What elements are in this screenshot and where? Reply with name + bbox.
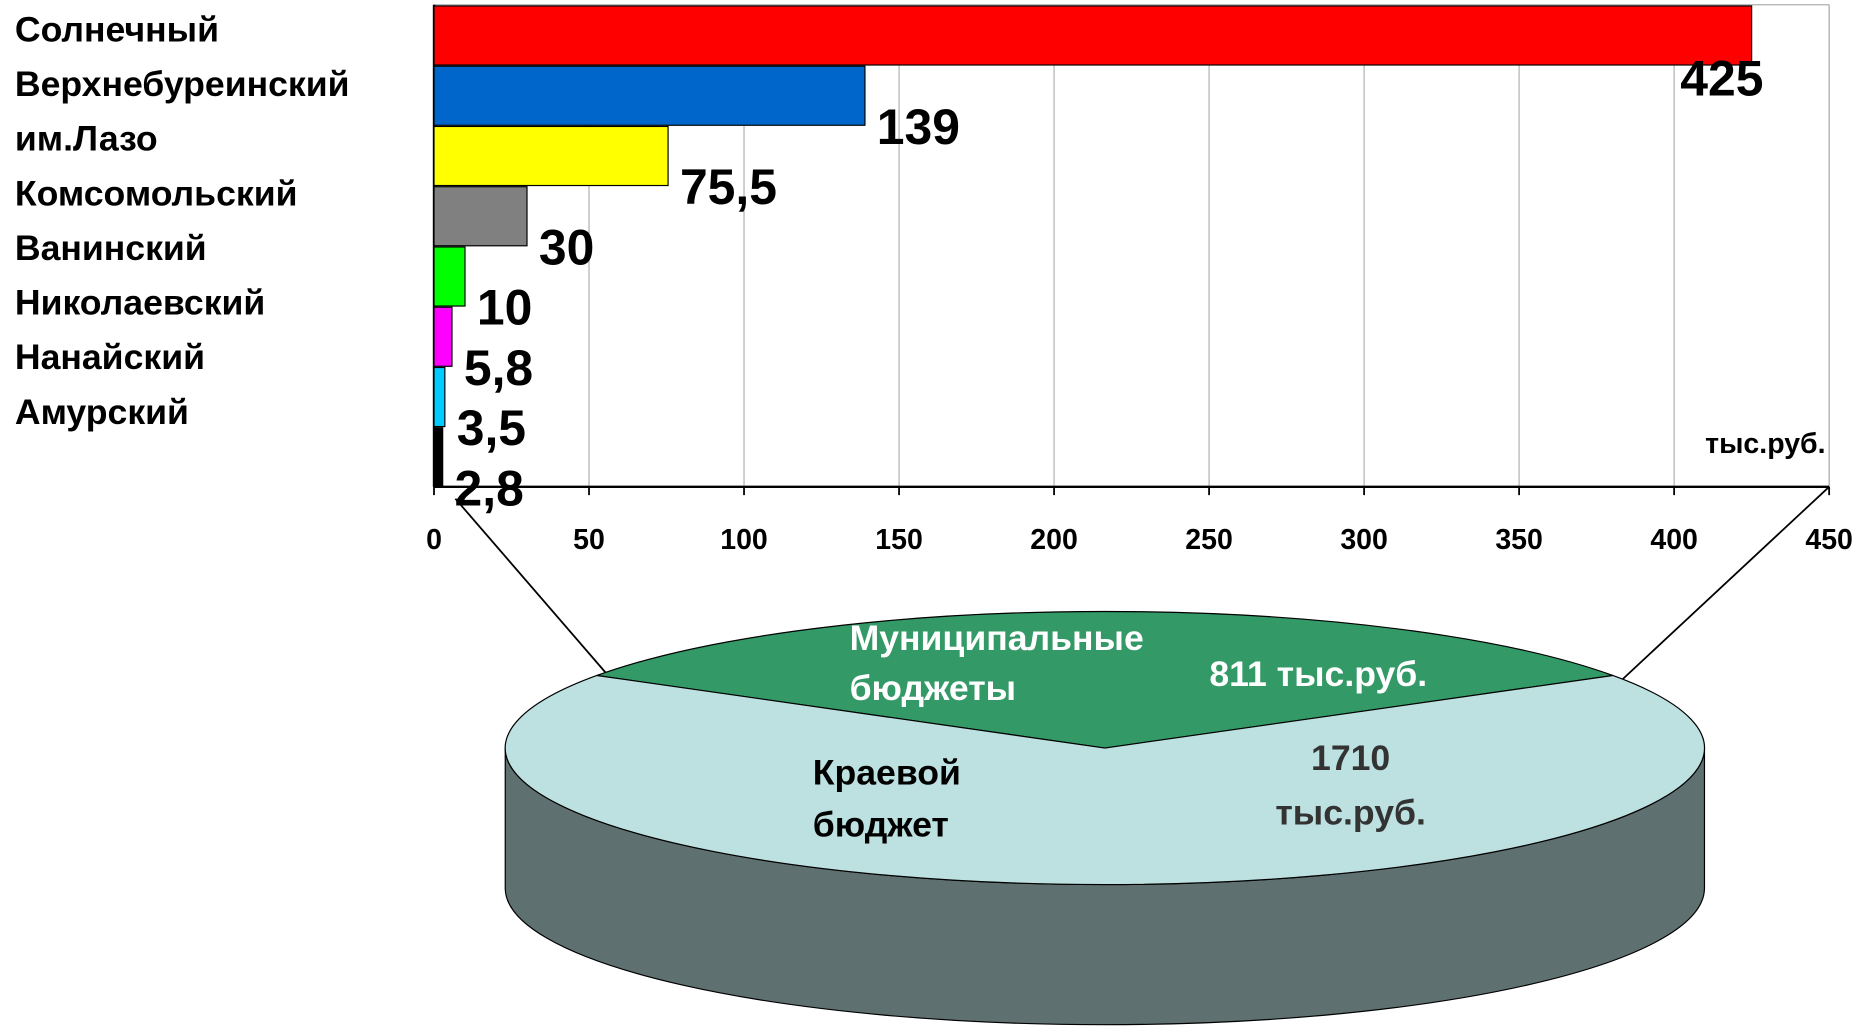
x-tick-label: 300	[1340, 524, 1388, 556]
category-label: Нанайский	[15, 337, 205, 377]
category-label: им.Лазо	[15, 119, 158, 159]
bar	[433, 125, 669, 187]
x-tick-label: 450	[1805, 524, 1853, 556]
x-tick-label: 0	[426, 524, 442, 556]
connector	[454, 498, 607, 674]
value-label: 3,5	[457, 400, 526, 456]
category-label: Комсомольский	[15, 173, 298, 213]
bar	[433, 5, 1753, 66]
bar	[433, 427, 444, 488]
pie-slice	[504, 674, 1705, 886]
category-label: Солнечный	[15, 9, 219, 49]
slice-label: Краевой бюджет	[813, 753, 961, 845]
bar	[433, 186, 528, 247]
category-label: Николаевский	[15, 283, 265, 323]
x-tick-label: 400	[1650, 524, 1698, 556]
unit-label: тыс.руб.	[1705, 428, 1825, 460]
category-label: Амурский	[15, 392, 189, 432]
slice-value: 811 тыс.руб.	[1209, 654, 1427, 694]
bar	[433, 65, 866, 126]
slice-value: 1710 тыс.руб.	[1275, 739, 1426, 834]
x-tick-label: 100	[720, 524, 768, 556]
category-label: Верхнебуреинский	[15, 64, 350, 104]
x-tick-label: 150	[875, 524, 923, 556]
x-tick-label: 250	[1185, 524, 1233, 556]
category-label: Ванинский	[15, 228, 207, 268]
connector	[1620, 486, 1830, 682]
value-label: 2,8	[455, 460, 524, 516]
value-label: 10	[477, 280, 532, 336]
x-tick-label: 200	[1030, 524, 1078, 556]
bar	[433, 306, 453, 367]
value-label: 139	[877, 99, 960, 155]
value-label: 425	[1680, 51, 1763, 107]
bar	[433, 366, 446, 428]
slice-label: Муниципальные бюджеты	[850, 619, 1144, 709]
pie-slice	[596, 610, 1614, 749]
value-label: 30	[539, 219, 594, 275]
x-tick-label: 350	[1495, 524, 1543, 556]
bar	[433, 246, 466, 307]
x-tick-label: 50	[573, 524, 605, 556]
value-label: 5,8	[464, 340, 533, 396]
value-label: 75,5	[680, 159, 777, 215]
